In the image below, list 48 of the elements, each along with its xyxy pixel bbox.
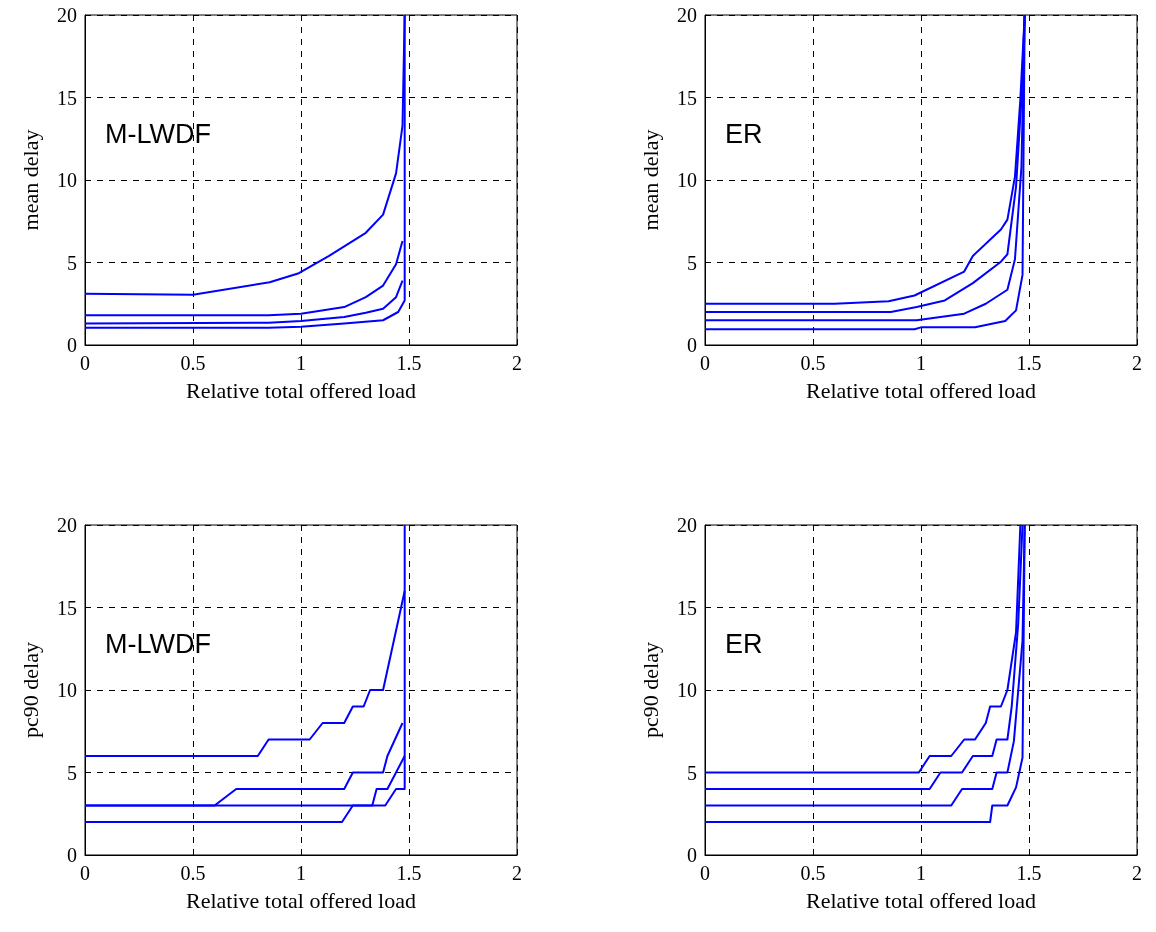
x-tick-label: 2 bbox=[512, 862, 522, 884]
x-tick-label: 1.5 bbox=[1016, 862, 1042, 884]
y-axis-title: mean delay bbox=[17, 129, 43, 231]
x-axis-title: Relative total offered load bbox=[806, 887, 1036, 913]
y-tick-label: 5 bbox=[687, 251, 697, 274]
x-tick-label: 0.5 bbox=[180, 862, 206, 884]
y-tick-label: 20 bbox=[677, 514, 697, 536]
y-tick-label: 0 bbox=[67, 844, 77, 866]
y-tick-label: 10 bbox=[57, 679, 77, 701]
y-tick-label: 15 bbox=[677, 86, 697, 109]
y-tick-label: 5 bbox=[67, 761, 77, 784]
annotation: M-LWDF bbox=[105, 628, 211, 659]
x-tick-label: 1 bbox=[916, 862, 926, 884]
y-tick-label: 20 bbox=[677, 4, 697, 26]
y-tick-label: 15 bbox=[57, 86, 77, 109]
y-axis-title: pc90 delay bbox=[637, 642, 663, 738]
annotation: M-LWDF bbox=[105, 118, 211, 149]
x-tick-label: 1 bbox=[296, 352, 306, 374]
y-axis-title: pc90 delay bbox=[17, 642, 43, 738]
y-tick-label: 5 bbox=[687, 761, 697, 784]
y-tick-label: 10 bbox=[677, 169, 697, 191]
y-tick-label: 0 bbox=[687, 334, 697, 356]
x-tick-label: 1 bbox=[296, 862, 306, 884]
y-axis-title: mean delay bbox=[637, 129, 663, 231]
x-axis-title: Relative total offered load bbox=[806, 377, 1036, 403]
y-tick-label: 20 bbox=[57, 514, 77, 536]
y-tick-label: 10 bbox=[57, 169, 77, 191]
x-tick-label: 0.5 bbox=[800, 352, 826, 374]
x-tick-label: 1.5 bbox=[396, 862, 422, 884]
x-tick-label: 2 bbox=[512, 352, 522, 374]
x-tick-label: 1.5 bbox=[1016, 352, 1042, 374]
x-tick-label: 2 bbox=[1132, 862, 1142, 884]
annotation: ER bbox=[725, 628, 763, 659]
y-tick-label: 10 bbox=[677, 679, 697, 701]
x-tick-label: 2 bbox=[1132, 352, 1142, 374]
x-tick-label: 0.5 bbox=[800, 862, 826, 884]
y-tick-label: 15 bbox=[677, 596, 697, 619]
y-tick-label: 15 bbox=[57, 596, 77, 619]
x-axis-title: Relative total offered load bbox=[186, 377, 416, 403]
annotation: ER bbox=[725, 118, 763, 149]
y-tick-label: 20 bbox=[57, 4, 77, 26]
x-tick-label: 0.5 bbox=[180, 352, 206, 374]
x-axis-title: Relative total offered load bbox=[186, 887, 416, 913]
y-tick-label: 0 bbox=[67, 334, 77, 356]
x-tick-label: 1 bbox=[916, 352, 926, 374]
y-tick-label: 5 bbox=[67, 251, 77, 274]
x-tick-label: 1.5 bbox=[396, 352, 422, 374]
y-tick-label: 0 bbox=[687, 844, 697, 866]
